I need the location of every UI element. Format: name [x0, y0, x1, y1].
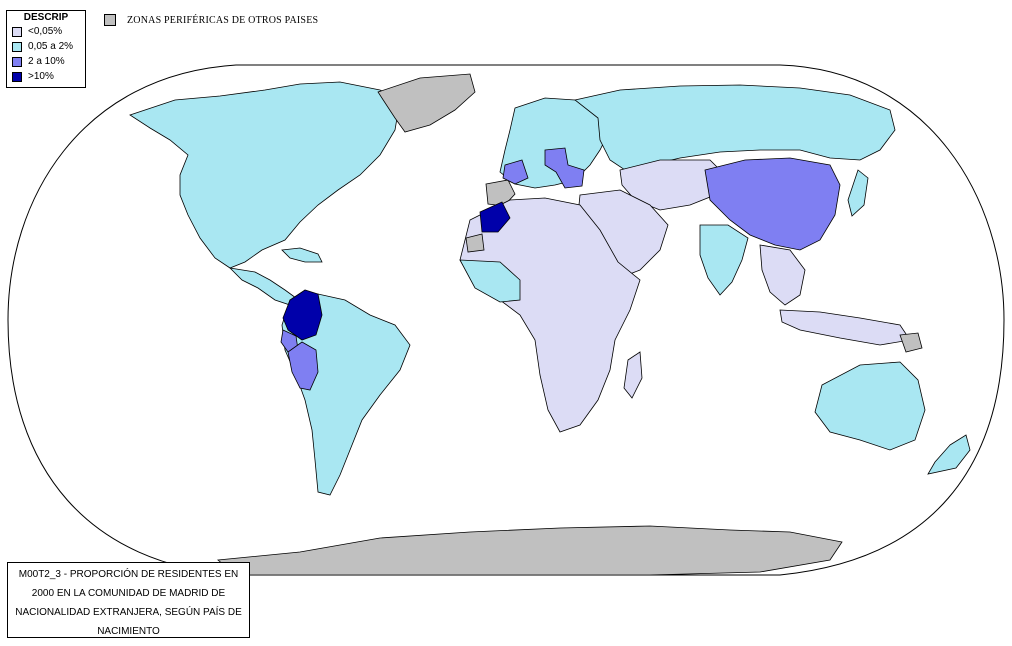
land-eastern-europe: [544, 147, 585, 189]
caption-line-3: NACIONALIDAD EXTRANJERA, SEGÚN PAÍS DE: [15, 607, 242, 618]
legend-swatch-gt10: [12, 71, 22, 82]
map-caption: M00T2_3 - PROPORCIÓN DE RESIDENTES EN 20…: [7, 562, 250, 638]
legend-item-lt005: <0,05%: [7, 24, 85, 39]
legend-item-005-2: 0,05 a 2%: [7, 39, 85, 54]
legend-swatch-005-2: [12, 41, 22, 52]
legend-swatch-lt005: [12, 26, 22, 37]
legend-label-gt10: >10%: [28, 70, 54, 82]
land-japan: [847, 169, 869, 217]
land-peru: [287, 341, 319, 391]
land-southeast-asia: [759, 244, 806, 306]
land-west-africa: [459, 259, 521, 303]
land-china: [704, 157, 841, 251]
legend-title: DESCRIP: [23, 12, 69, 23]
peripheral-label: ZONAS PERIFÉRICAS DE OTROS PAISES: [127, 14, 319, 26]
peripheral-legend: ZONAS PERIFÉRICAS DE OTROS PAISES: [104, 14, 318, 26]
legend-label-2-10: 2 a 10%: [28, 55, 65, 67]
legend-label-005-2: 0,05 a 2%: [28, 40, 74, 52]
land-western-sahara: [465, 233, 485, 253]
land-central-asia: [619, 159, 726, 211]
land-colombia: [282, 289, 323, 341]
legend-swatch-2-10: [12, 56, 22, 67]
land-north-america: [129, 81, 401, 269]
land-france: [502, 159, 529, 185]
land-africa: [459, 197, 641, 433]
legend-label-lt005: <0,05%: [28, 25, 63, 37]
land-greenland: [377, 73, 476, 133]
land-morocco: [479, 201, 511, 233]
land-australia: [814, 361, 926, 451]
land-india: [699, 224, 749, 296]
land-madagascar: [623, 351, 643, 399]
land-new-zealand: [927, 434, 971, 475]
land-russia: [574, 84, 896, 171]
peripheral-swatch: [104, 14, 116, 26]
legend: DESCRIP <0,05% 0,05 a 2% 2 a 10% >10%: [6, 10, 86, 88]
land-papua: [899, 332, 923, 353]
land-antarctica: [217, 525, 843, 576]
caption-line-4: NACIMIENTO: [97, 626, 160, 637]
land-caribbean: [281, 247, 323, 263]
legend-item-2-10: 2 a 10%: [7, 54, 85, 69]
land-indonesia: [779, 309, 911, 346]
caption-line-1: M00T2_3 - PROPORCIÓN DE RESIDENTES EN: [18, 569, 239, 580]
legend-item-gt10: >10%: [7, 69, 85, 84]
caption-line-2: 2000 EN LA COMUNIDAD DE MADRID DE: [31, 588, 226, 599]
